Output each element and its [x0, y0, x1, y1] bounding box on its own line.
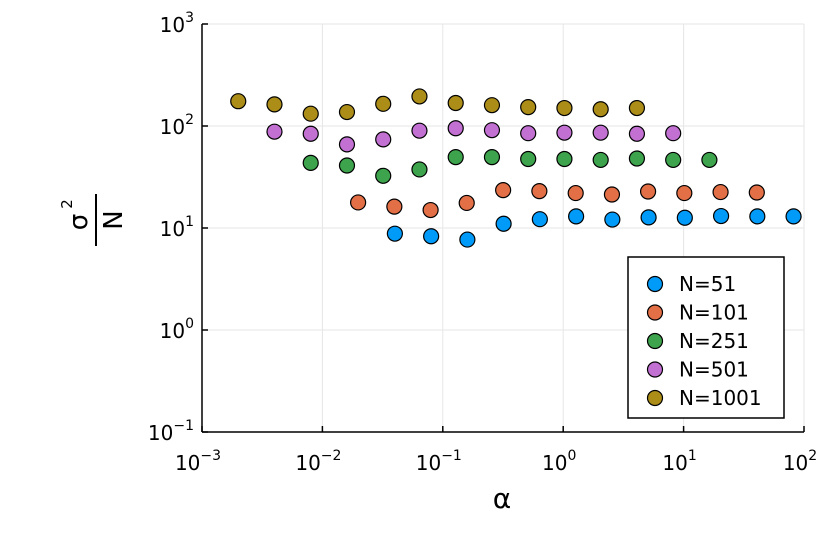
legend-marker: [646, 389, 664, 407]
x-tick-label: 10−3: [175, 448, 221, 475]
y-axis-label-numerator: σ: [64, 214, 94, 230]
data-point: [483, 122, 501, 139]
data-point: [495, 215, 512, 232]
data-point: [411, 122, 428, 139]
data-point: [665, 125, 682, 142]
data-point: [531, 211, 548, 228]
x-tick-label: 102: [783, 448, 817, 475]
y-axis-label-denominator: N: [99, 210, 129, 229]
y-tick-label: 10−1: [148, 418, 194, 445]
data-point: [302, 105, 319, 122]
y-tick-label: 102: [160, 112, 194, 139]
legend-marker: [646, 361, 664, 378]
data-point: [338, 157, 356, 174]
data-point: [386, 198, 403, 215]
data-point: [712, 183, 729, 201]
data-point: [375, 167, 392, 184]
series-n-251: [302, 149, 718, 184]
data-point: [568, 208, 585, 225]
data-point: [556, 124, 573, 141]
data-point: [266, 123, 283, 140]
y-axis-label: σ 2 N: [58, 194, 129, 246]
data-point: [520, 150, 537, 168]
data-point: [603, 186, 621, 203]
x-axis-label: α: [493, 482, 511, 515]
data-point: [423, 228, 440, 245]
legend-label: N=101: [679, 301, 749, 325]
y-tick-label: 100: [160, 316, 194, 343]
data-point: [483, 97, 501, 114]
data-point: [302, 154, 319, 171]
data-point: [639, 183, 657, 200]
data-point: [302, 125, 319, 142]
series-n-1001: [230, 88, 646, 122]
x-tick-labels: 10−3 10−2 10−1 100 101 102: [175, 448, 817, 475]
data-point: [712, 207, 730, 225]
y-tick-label: 101: [160, 214, 194, 241]
data-point: [676, 184, 693, 202]
legend-label: N=51: [679, 272, 736, 296]
axes: [201, 23, 805, 433]
series-n-501: [266, 120, 682, 153]
legend-marker: [646, 332, 664, 350]
data-point: [749, 208, 766, 225]
data-point: [411, 161, 428, 178]
data-point: [628, 125, 646, 142]
legend-label: N=251: [679, 329, 749, 353]
data-point: [592, 151, 609, 169]
legend-label: N=1001: [679, 386, 762, 410]
y-tick-labels: 10−1 100 101 102 103: [148, 10, 194, 445]
series-n-101: [350, 182, 765, 219]
data-point: [676, 209, 693, 226]
data-point: [350, 194, 367, 211]
data-point: [338, 103, 356, 121]
data-point: [422, 201, 439, 219]
data-point: [447, 149, 464, 166]
data-point: [665, 151, 682, 169]
data-point: [230, 93, 247, 110]
data-point: [604, 211, 621, 228]
data-point: [386, 225, 403, 242]
y-axis-label-exponent: 2: [58, 199, 76, 209]
x-tick-label: 10−2: [295, 448, 341, 475]
data-point: [556, 99, 573, 117]
data-point: [592, 101, 609, 118]
y-tick-label: 103: [160, 10, 194, 37]
data-point: [701, 151, 718, 169]
data-point: [592, 124, 609, 141]
legend-marker: [646, 304, 664, 321]
series-n-51: [386, 207, 802, 248]
legend: N=51 N=101 N=251 N=501 N=1001: [627, 256, 785, 419]
x-tick-label: 10−1: [416, 448, 462, 475]
data-point: [447, 94, 464, 112]
data-point: [375, 131, 392, 148]
legend-marker: [646, 275, 664, 293]
data-point: [531, 183, 548, 200]
x-tick-label: 101: [662, 448, 696, 475]
data-point: [567, 184, 584, 202]
data-point: [520, 125, 537, 142]
data-point: [748, 184, 765, 201]
data-point: [495, 182, 512, 199]
data-point: [483, 149, 501, 166]
data-point: [458, 194, 475, 212]
data-point: [447, 120, 464, 137]
data-point: [338, 136, 356, 153]
data-point: [266, 96, 283, 113]
x-tick-label: 100: [542, 448, 576, 475]
data-point: [640, 209, 657, 226]
data-points: [230, 88, 802, 248]
data-point: [628, 99, 646, 117]
legend-label: N=501: [679, 358, 749, 382]
data-point: [375, 95, 392, 112]
data-point: [556, 150, 573, 168]
data-point: [628, 150, 646, 167]
data-point: [459, 231, 476, 248]
data-point: [520, 99, 537, 116]
data-point: [785, 208, 802, 225]
data-point: [411, 88, 428, 105]
